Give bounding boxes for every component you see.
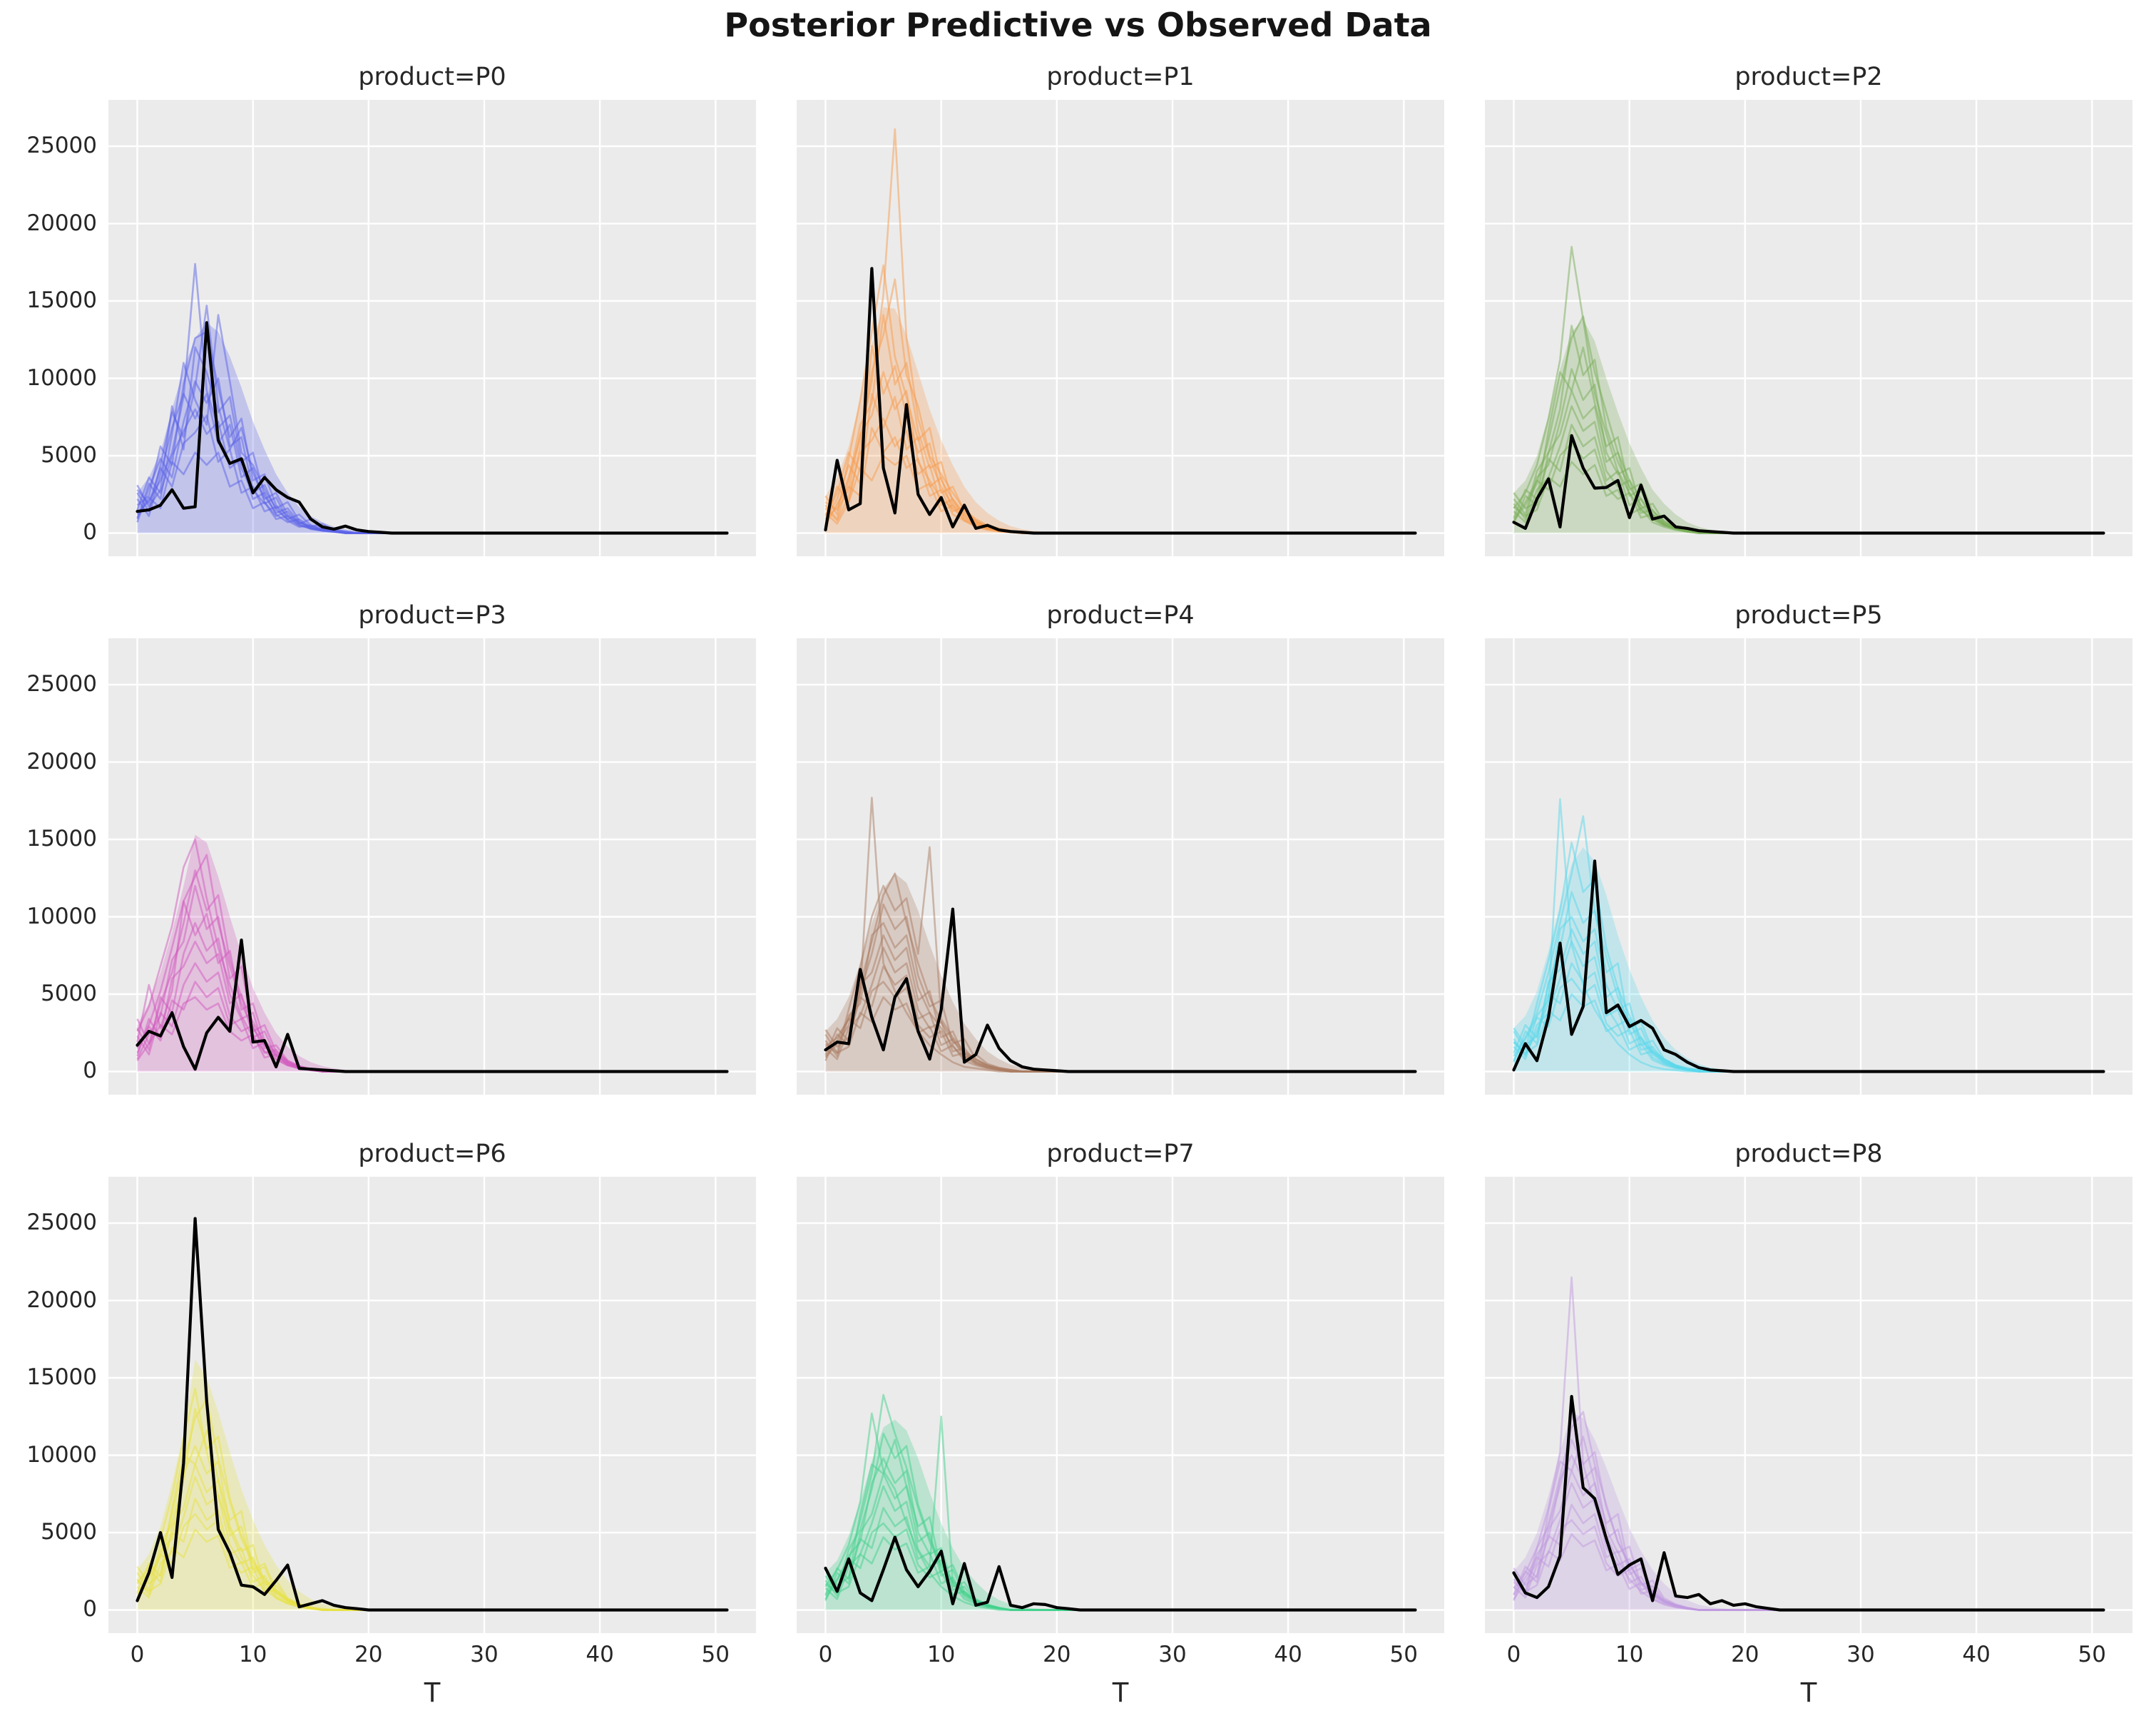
x-axis-label-col1: T [424,1677,441,1708]
facet-p8: product=P8 [1485,1140,2132,1633]
plot-p7 [797,1177,1444,1633]
facet-title-p0: product=P0 [358,63,506,91]
y-tick-label-row2: 25000 [26,671,97,697]
facet-p3: product=P3 [108,601,756,1095]
facet-title-p3: product=P3 [358,601,506,630]
facet-title-p4: product=P4 [1046,601,1195,630]
y-tick-label-row3: 10000 [26,1441,97,1468]
x-tick-label-col1: 0 [130,1642,145,1667]
y-tick-label-row3: 5000 [41,1518,97,1545]
plot-p6 [108,1177,756,1633]
x-tick-label-col3: 30 [1846,1642,1875,1667]
x-tick-label-col3: 10 [1615,1642,1644,1667]
x-axis-label-col2: T [1112,1677,1129,1708]
y-tick-label-row1: 5000 [41,441,97,468]
plot-p3 [108,638,756,1095]
x-tick-label-col3: 40 [1962,1642,1991,1667]
x-tick-label-col3: 50 [2078,1642,2106,1667]
y-tick-label-row1: 25000 [26,133,97,159]
x-tick-label-col2: 50 [1389,1642,1418,1667]
facet-title-p6: product=P6 [358,1140,506,1168]
facet-title-p5: product=P5 [1734,601,1883,630]
x-tick-label-col2: 10 [926,1642,956,1667]
facet-p0: product=P0 [108,63,756,556]
plot-p5 [1485,638,2132,1095]
plot-p0 [108,100,756,556]
x-tick-label-col1: 40 [586,1642,614,1667]
y-tick-label-row2: 5000 [41,980,97,1006]
plot-p2 [1485,100,2132,556]
facet-p6: product=P6 [108,1140,756,1633]
facet-p4: product=P4 [797,601,1444,1095]
facet-title-p2: product=P2 [1734,63,1883,91]
x-tick-label-col1: 20 [354,1642,383,1667]
y-tick-label-row3: 15000 [26,1364,97,1391]
y-tick-label-row2: 15000 [26,826,97,852]
y-tick-label-row2: 20000 [26,748,97,774]
y-tick-label-row1: 0 [83,519,97,546]
x-tick-label-col2: 40 [1274,1642,1302,1667]
facet-title-p8: product=P8 [1734,1140,1883,1168]
x-tick-label-col2: 30 [1158,1642,1187,1667]
y-tick-label-row3: 25000 [26,1210,97,1236]
y-tick-label-row3: 0 [83,1596,97,1622]
x-tick-label-col3: 20 [1731,1642,1759,1667]
facet-title-p1: product=P1 [1046,63,1195,91]
y-tick-label-row1: 15000 [26,287,97,314]
x-tick-label-col1: 10 [238,1642,267,1667]
facet-p2: product=P2 [1485,63,2132,556]
y-tick-label-row1: 20000 [26,210,97,236]
y-tick-label-row2: 0 [83,1058,97,1084]
x-axis-label-col3: T [1800,1677,1817,1708]
x-tick-label-col1: 50 [701,1642,730,1667]
x-tick-label-col3: 0 [1506,1642,1521,1667]
y-tick-label-row3: 20000 [26,1287,97,1313]
x-tick-label-col1: 30 [470,1642,499,1667]
facet-title-p7: product=P7 [1046,1140,1195,1168]
plot-p4 [797,638,1444,1095]
x-tick-label-col2: 0 [818,1642,833,1667]
plot-p8 [1485,1177,2132,1633]
plot-p1 [797,100,1444,556]
x-tick-label-col2: 20 [1043,1642,1071,1667]
y-tick-label-row1: 10000 [26,364,97,391]
facet-p1: product=P1 [797,63,1444,556]
facet-p5: product=P5 [1485,601,2132,1095]
y-tick-label-row2: 10000 [26,903,97,929]
facet-p7: product=P7 [797,1140,1444,1633]
figure-title: Posterior Predictive vs Observed Data [724,6,1432,44]
